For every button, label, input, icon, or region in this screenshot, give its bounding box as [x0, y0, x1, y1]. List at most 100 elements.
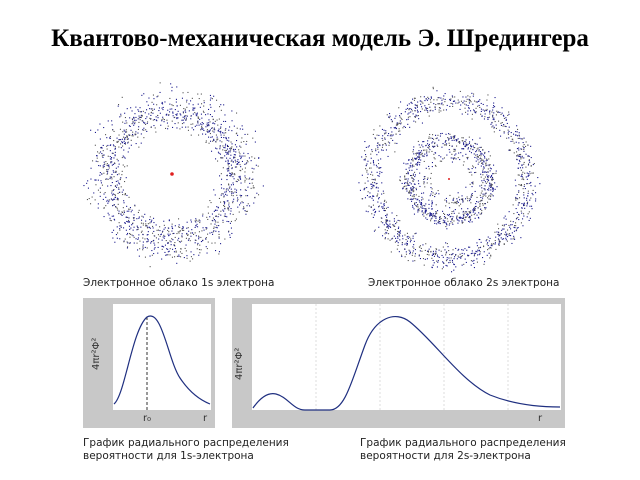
cloud-dot — [169, 104, 170, 105]
cloud-dot — [253, 168, 254, 169]
cloud-dot — [200, 123, 201, 124]
cloud-dot — [148, 223, 149, 224]
cloud-dot — [517, 131, 518, 132]
cloud-dot — [491, 175, 492, 176]
cloud-dot — [520, 157, 521, 158]
cloud-dot — [127, 136, 128, 137]
cloud-dot — [407, 198, 408, 199]
cloud-dot — [117, 210, 118, 211]
cloud-dot — [113, 157, 114, 158]
cloud-dot — [493, 243, 494, 244]
cloud-dot — [379, 173, 380, 174]
cloud-dot — [466, 250, 467, 251]
cloud-dot — [373, 195, 374, 196]
cloud-dot — [134, 243, 135, 244]
cloud-dot — [143, 217, 144, 218]
cloud-dot — [527, 173, 528, 174]
cloud-dot — [230, 155, 231, 156]
cloud-dot — [222, 210, 223, 211]
cloud-dot — [516, 208, 517, 209]
cloud-dot — [214, 129, 215, 130]
cloud-dot — [375, 212, 376, 213]
graph-caption: График радиального распределения — [83, 437, 289, 449]
cloud-dot — [385, 139, 386, 140]
cloud-dot — [514, 239, 515, 240]
cloud-dot — [386, 217, 387, 218]
cloud-dot — [453, 138, 454, 139]
cloud-dot — [456, 198, 457, 199]
cloud-dot — [447, 259, 448, 260]
cloud-dot — [407, 185, 408, 186]
cloud-dot — [225, 130, 226, 131]
cloud-dot — [201, 103, 202, 104]
cloud-dot — [523, 213, 524, 214]
cloud-dot — [523, 146, 524, 147]
cloud-dot — [470, 172, 471, 173]
cloud-dot — [415, 110, 416, 111]
cloud-dot — [430, 195, 431, 196]
cloud-dot — [428, 98, 429, 99]
cloud-dot — [397, 124, 398, 125]
cloud-dot — [484, 207, 485, 208]
cloud-dot — [96, 155, 97, 156]
cloud-dot — [167, 110, 168, 111]
cloud-dot — [417, 102, 418, 103]
cloud-dot — [506, 219, 507, 220]
cloud-dot — [481, 153, 482, 154]
cloud-dot — [440, 156, 441, 157]
cloud-dot — [428, 166, 429, 167]
cloud-dot — [230, 223, 231, 224]
cloud-dot — [114, 145, 115, 146]
cloud-dot — [529, 171, 530, 172]
cloud-dot — [394, 151, 395, 152]
cloud-dot — [469, 200, 470, 201]
cloud-dot — [496, 114, 497, 115]
cloud-dot — [446, 155, 447, 156]
cloud-dot — [522, 179, 523, 180]
cloud-dot — [474, 207, 475, 208]
cloud-dot — [461, 101, 462, 102]
cloud-dot — [212, 220, 213, 221]
cloud-dot — [191, 251, 192, 252]
cloud-dot — [166, 240, 167, 241]
cloud-dot — [494, 182, 495, 183]
cloud-dot — [223, 147, 224, 148]
cloud-dot — [366, 170, 367, 171]
cloud-dot — [220, 127, 221, 128]
cloud-dot — [240, 203, 241, 204]
cloud-dot — [432, 202, 433, 203]
cloud-dot — [453, 149, 454, 150]
cloud-dot — [435, 107, 436, 108]
cloud-dot — [468, 105, 469, 106]
cloud-dot — [170, 248, 171, 249]
cloud-dot — [146, 101, 147, 102]
cloud-dot — [433, 87, 434, 88]
cloud-dot — [537, 177, 538, 178]
cloud-dot — [377, 166, 378, 167]
cloud-dot — [474, 254, 475, 255]
cloud-dot — [469, 247, 470, 248]
cloud-dot — [131, 224, 132, 225]
cloud-dot — [425, 212, 426, 213]
cloud-dot — [506, 234, 507, 235]
cloud-dot — [451, 103, 452, 104]
cloud-dot — [472, 168, 473, 169]
cloud-dot — [174, 251, 175, 252]
cloud-dot — [517, 148, 518, 149]
cloud-dot — [445, 205, 446, 206]
cloud-dot — [103, 127, 104, 128]
cloud-dot — [491, 122, 492, 123]
cloud-dot — [521, 176, 522, 177]
cloud-dot — [107, 163, 108, 164]
cloud-dot — [199, 245, 200, 246]
cloud-dot — [492, 117, 493, 118]
cloud-dot — [497, 112, 498, 113]
cloud-dot — [509, 211, 510, 212]
cloud-dot — [114, 219, 115, 220]
cloud-dot — [199, 219, 200, 220]
cloud-dot — [366, 156, 367, 157]
cloud-dot — [447, 214, 448, 215]
cloud-dot — [406, 169, 407, 170]
cloud-dot — [499, 130, 500, 131]
cloud-dot — [427, 178, 428, 179]
